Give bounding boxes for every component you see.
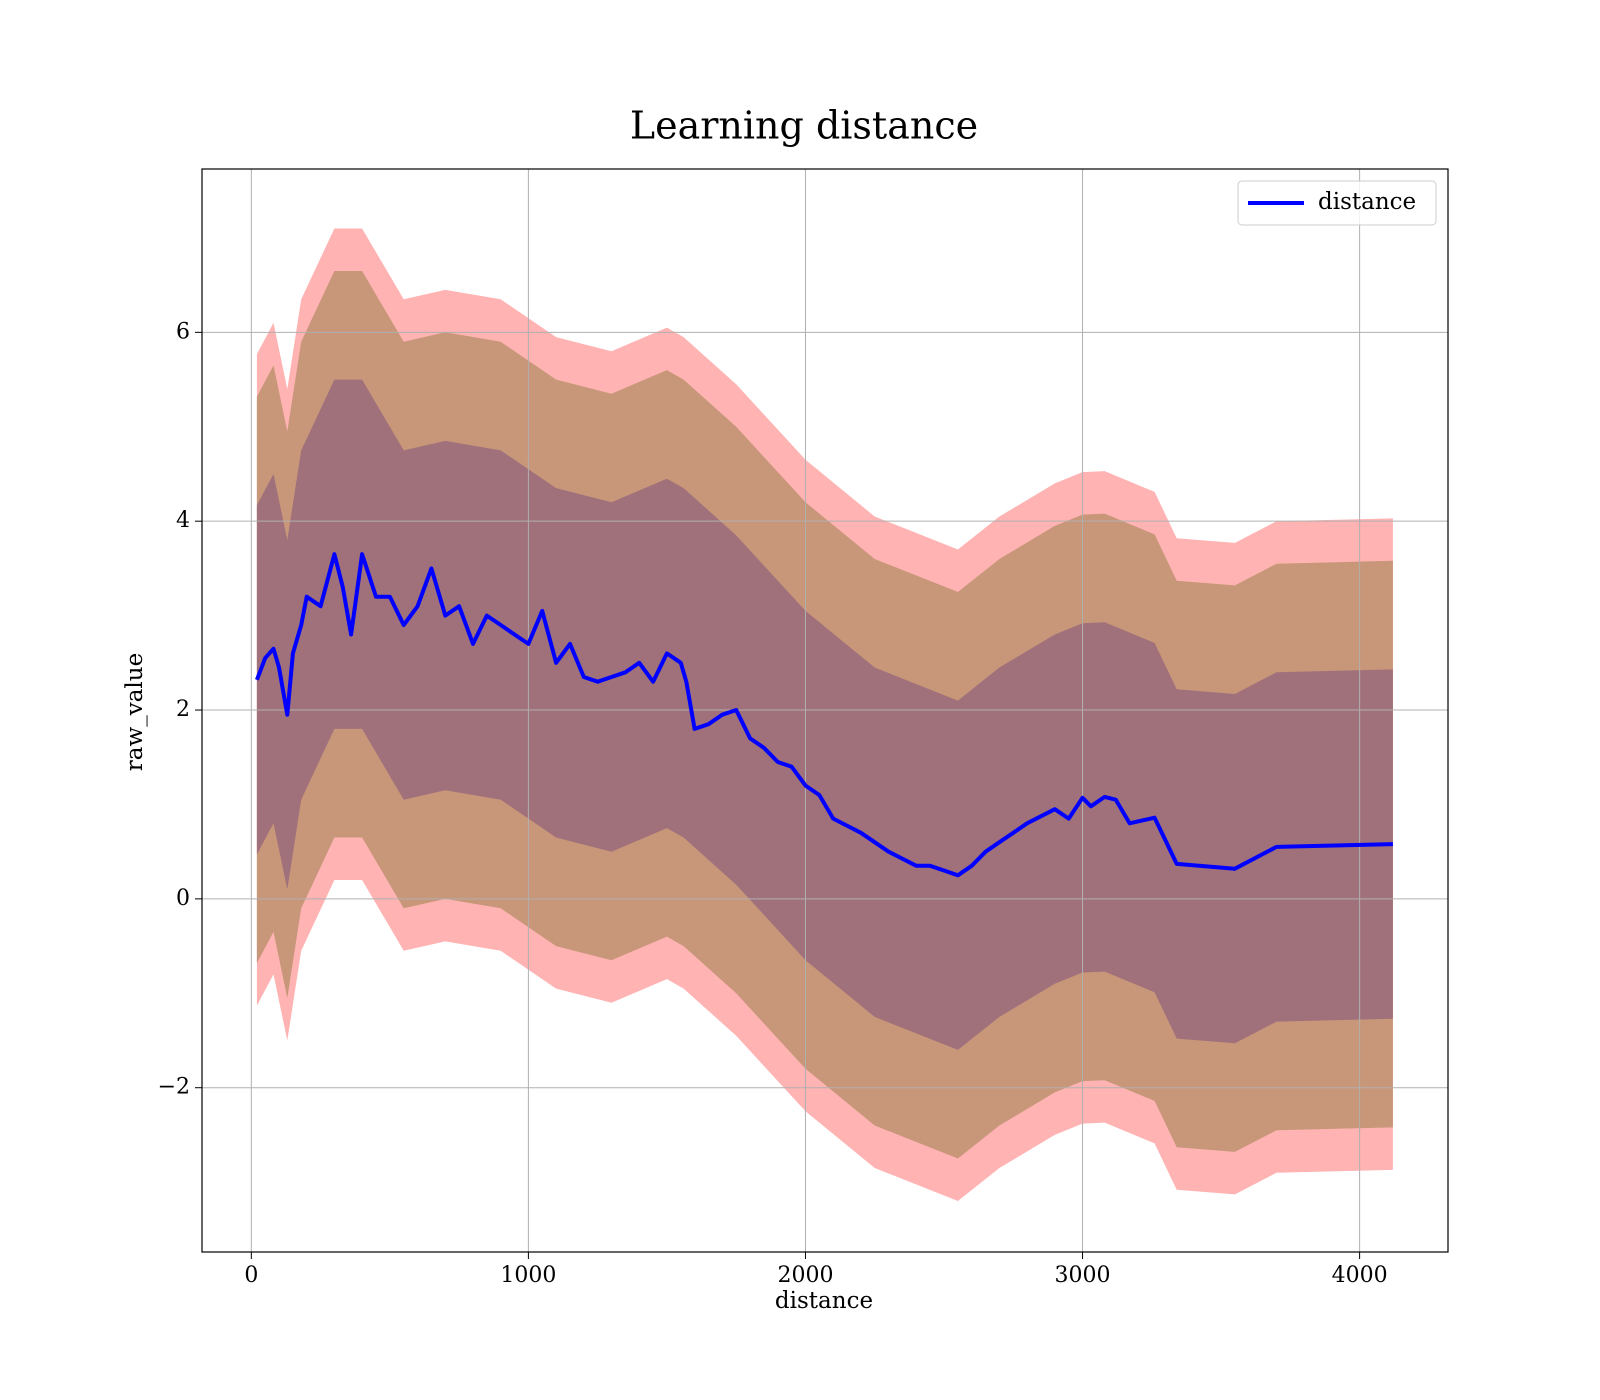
x-tick-label: 0 bbox=[244, 1263, 258, 1288]
x-tick-label: 2000 bbox=[777, 1263, 833, 1288]
plot-frame bbox=[201, 168, 1449, 1253]
y-tick-label: 4 bbox=[176, 508, 190, 533]
y-axis-label: raw_value bbox=[122, 653, 148, 771]
legend-label: distance bbox=[1318, 189, 1416, 215]
chart-title: Learning distance bbox=[630, 104, 978, 148]
x-axis-label: distance bbox=[775, 1288, 873, 1314]
x-tick-label: 1000 bbox=[500, 1263, 556, 1288]
y-tick-label: 0 bbox=[176, 886, 190, 911]
y-tick-label: 2 bbox=[176, 697, 190, 722]
y-tick-label: 6 bbox=[176, 319, 190, 344]
band bbox=[256, 379, 1393, 1050]
legend-box bbox=[1237, 180, 1437, 226]
y-tick-label: −2 bbox=[158, 1075, 190, 1100]
x-tick-label: 3000 bbox=[1055, 1263, 1111, 1288]
x-tick-label: 4000 bbox=[1332, 1263, 1388, 1288]
line bbox=[255, 552, 1393, 878]
